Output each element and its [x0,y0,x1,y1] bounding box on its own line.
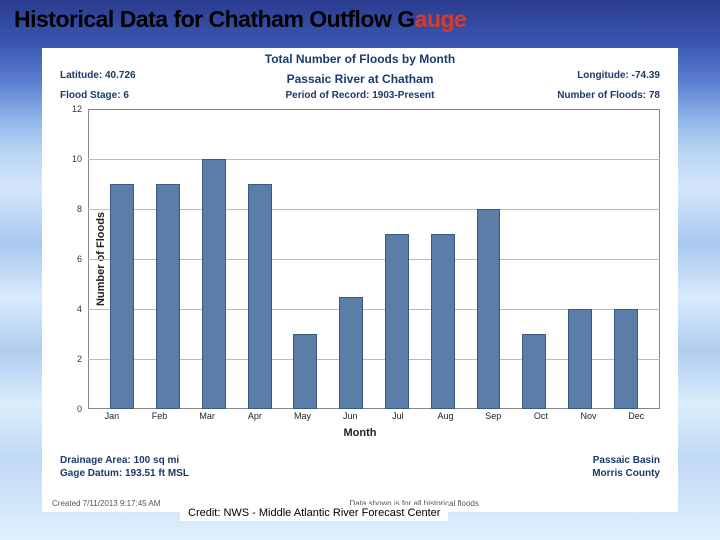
footer-county: Morris County [460,468,660,479]
x-tick-label: Nov [565,411,613,421]
meta-value: 193.51 ft MSL [125,468,189,479]
meta-label: Drainage Area: [60,455,131,466]
meta-value: 1903-Present [372,90,434,101]
bar [522,334,546,409]
x-tick-label: Sep [469,411,517,421]
y-tick-label: 2 [77,354,82,364]
footer-basin: Passaic Basin [460,455,660,466]
x-tick-label: May [279,411,327,421]
bar-slot [191,109,237,409]
bars-container [88,109,660,409]
bar-slot [99,109,145,409]
x-tick-label: Mar [183,411,231,421]
x-tick-label: Dec [612,411,660,421]
chart-card: Total Number of Floods by Month Latitude… [42,48,678,512]
bar [293,334,317,409]
meta-row-2: Flood Stage: 6 Period of Record: 1903-Pr… [42,90,678,101]
meta-label: Longitude: [577,70,629,81]
meta-longitude: Longitude: -74.39 [460,70,660,86]
meta-label: Number of Floods: [557,90,646,101]
bar-slot [283,109,329,409]
meta-period: Period of Record: 1903-Present [260,90,460,101]
x-tick-label: Jun [326,411,374,421]
footer-drainage: Drainage Area: 100 sq mi [60,455,260,466]
credit-text: Credit: NWS - Middle Atlantic River Fore… [180,505,448,521]
y-tick-label: 8 [77,204,82,214]
x-tick-label: Feb [136,411,184,421]
slide-title-main: Historical Data for Chatham Outflow G [14,6,415,32]
footer-datum: Gage Datum: 193.51 ft MSL [60,468,260,479]
x-tick-label: Apr [231,411,279,421]
y-tick-label: 4 [77,304,82,314]
meta-latitude: Latitude: 40.726 [60,70,260,86]
meta-value: -74.39 [632,70,660,81]
bar [385,234,409,409]
bar [110,184,134,409]
x-tick-label: Jul [374,411,422,421]
x-axis-title: Month [42,427,678,439]
bar-slot [145,109,191,409]
meta-value: 6 [123,90,129,101]
meta-row-1: Latitude: 40.726 Passaic River at Chatha… [42,70,678,86]
bar [248,184,272,409]
x-tick-label: Aug [422,411,470,421]
footer-row-2: Gage Datum: 193.51 ft MSL Morris County [42,468,678,479]
meta-label: Latitude: [60,70,102,81]
meta-num-floods: Number of Floods: 78 [460,90,660,101]
meta-label: Flood Stage: [60,90,121,101]
x-tick-labels: JanFebMarAprMayJunJulAugSepOctNovDec [88,411,660,421]
bar-slot [557,109,603,409]
y-tick-label: 12 [72,104,82,114]
footer-spacer2 [260,468,460,479]
bar [156,184,180,409]
slide-title: Historical Data for Chatham Outflow Gaug… [14,6,466,33]
bar [568,309,592,409]
footer-created: Created 7/11/2013 9:17:45 AM [52,499,160,508]
bar-slot [511,109,557,409]
x-tick-label: Oct [517,411,565,421]
plot-area: 024681012 [88,109,660,409]
bar-slot [420,109,466,409]
meta-flood-stage: Flood Stage: 6 [60,90,260,101]
meta-value: 40.726 [105,70,136,81]
bar-slot [328,109,374,409]
bar-slot [466,109,512,409]
y-tick-label: 0 [77,404,82,414]
footer-row-1: Drainage Area: 100 sq mi Passaic Basin [42,455,678,466]
y-tick-label: 6 [77,254,82,264]
bar-slot [374,109,420,409]
meta-value: 100 sq mi [134,455,180,466]
bar-slot [603,109,649,409]
slide-background: Historical Data for Chatham Outflow Gaug… [0,0,720,540]
bar [339,297,363,410]
x-tick-label: Jan [88,411,136,421]
chart-sup-title: Total Number of Floods by Month [42,52,678,66]
meta-label: Gage Datum: [60,468,122,479]
bar [477,209,501,409]
meta-value: 78 [649,90,660,101]
bar [431,234,455,409]
meta-label: Period of Record: [286,90,370,101]
bar [614,309,638,409]
bar [202,159,226,409]
chart-sub-title: Passaic River at Chatham [260,72,460,86]
bar-slot [237,109,283,409]
footer-spacer [260,455,460,466]
slide-title-accent: auge [415,6,467,32]
y-tick-label: 10 [72,154,82,164]
